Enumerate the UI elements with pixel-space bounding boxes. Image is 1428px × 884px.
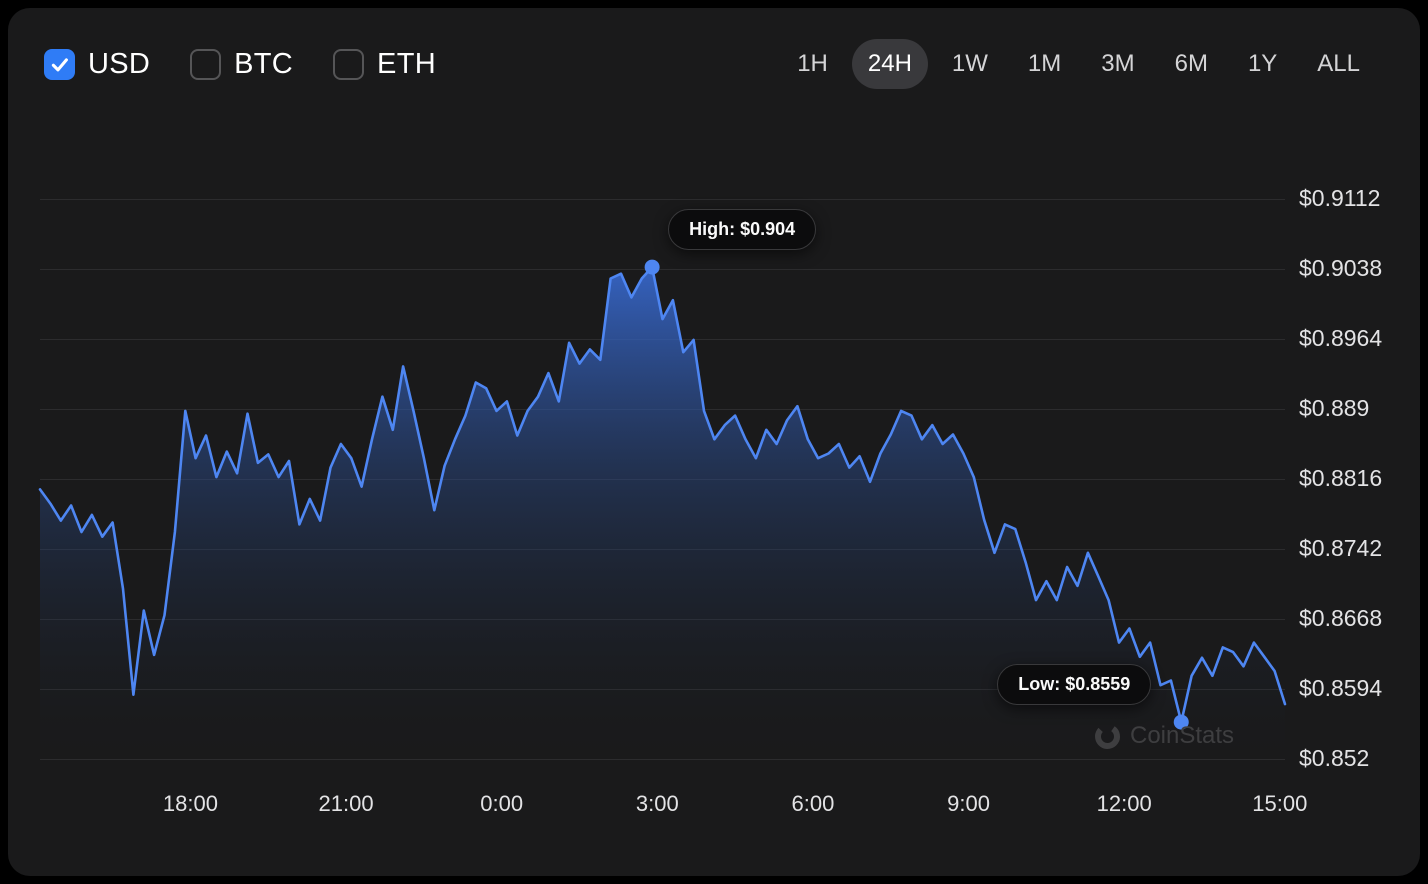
y-axis-label: $0.852 <box>1299 745 1370 771</box>
time-range-1y[interactable]: 1Y <box>1247 50 1278 77</box>
usd-checkbox[interactable] <box>44 48 75 80</box>
coinstats-watermark: CoinStats <box>1094 722 1234 750</box>
y-axis-label: $0.8964 <box>1299 325 1383 351</box>
currency-toggle-usd[interactable]: USD <box>44 48 150 81</box>
time-range-6m[interactable]: 6M <box>1174 50 1208 77</box>
x-axis-label: 6:00 <box>791 791 835 816</box>
low-tooltip: Low: $0.8559 <box>997 664 1152 706</box>
y-axis-label: $0.8594 <box>1299 675 1383 701</box>
check-icon <box>51 57 68 71</box>
x-axis-label: 18:00 <box>162 791 218 816</box>
chart-panel: USD BTC ETH 1H 24H 1W 1M 3M 6M 1Y ALL $0.9112 $0.9… <box>8 8 1420 876</box>
coinstats-logo-icon <box>1095 723 1120 749</box>
time-range-3m[interactable]: 3M <box>1101 50 1135 77</box>
y-axis-label: $0.889 <box>1299 395 1370 421</box>
time-range-24h[interactable]: 24H <box>851 39 928 89</box>
currency-label: USD <box>88 47 151 80</box>
currency-label: BTC <box>234 47 294 80</box>
x-axis-label: 9:00 <box>947 791 990 816</box>
y-axis-label: $0.8816 <box>1299 465 1383 491</box>
y-axis-label: $0.8742 <box>1299 535 1383 561</box>
x-axis-label: 15:00 <box>1252 791 1308 816</box>
time-range-1h[interactable]: 1H <box>797 50 828 77</box>
high-point-marker <box>644 259 660 275</box>
price-area-fill <box>40 267 1285 769</box>
currency-toggle-eth[interactable]: ETH <box>333 48 436 81</box>
eth-checkbox[interactable] <box>333 48 365 80</box>
y-axis-label: $0.8668 <box>1299 605 1383 631</box>
x-axis-label: 12:00 <box>1096 791 1152 816</box>
price-line <box>38 265 1287 724</box>
x-axis-label: 0:00 <box>480 791 524 816</box>
x-axis-label: 21:00 <box>318 791 374 816</box>
low-point-marker <box>1173 714 1189 730</box>
btc-checkbox[interactable] <box>190 48 222 80</box>
toolbar: USD BTC ETH 1H 24H 1W 1M 3M 6M 1Y ALL <box>44 36 1376 92</box>
gridline <box>40 269 1285 270</box>
watermark-text: CoinStats <box>1130 722 1235 749</box>
y-axis-label: $0.9112 <box>1299 185 1381 211</box>
price-chart-canvas[interactable] <box>8 8 1420 876</box>
time-range-1w[interactable]: 1W <box>951 50 988 77</box>
time-range-all[interactable]: ALL <box>1317 50 1360 77</box>
currency-toggle-btc[interactable]: BTC <box>190 48 293 81</box>
gridline <box>40 199 1285 200</box>
time-range-1m[interactable]: 1M <box>1027 50 1062 77</box>
y-axis-label: $0.9038 <box>1299 255 1383 281</box>
high-tooltip: High: $0.904 <box>668 209 817 251</box>
time-range-group: 1H 24H 1W 1M 3M 6M 1Y ALL <box>781 39 1376 89</box>
currency-label: ETH <box>377 47 436 80</box>
currency-toggle-group: USD BTC ETH <box>44 48 436 81</box>
x-axis-label: 3:00 <box>635 791 679 816</box>
